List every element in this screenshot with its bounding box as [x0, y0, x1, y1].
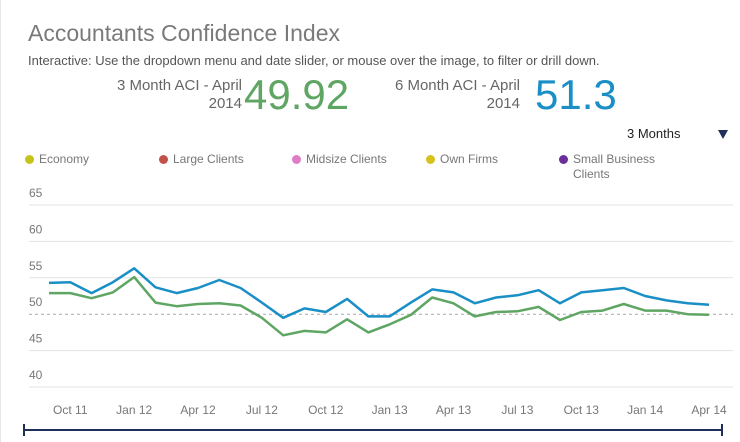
y-tick-label: 60 [29, 222, 43, 236]
dropdown-arrow[interactable] [718, 130, 728, 139]
x-tick-label: Jan 12 [116, 403, 152, 417]
legend-swatch [292, 155, 301, 164]
y-tick-label: 55 [29, 259, 43, 273]
legend-item[interactable]: Own Firms [426, 152, 550, 167]
x-tick-label: Jan 13 [372, 403, 408, 417]
legend-label: Economy [39, 152, 90, 166]
y-tick-label: 50 [29, 295, 43, 309]
period-dropdown[interactable]: 3 Months [627, 126, 681, 141]
kpi-label: 3 Month ACI - April 2014 [116, 77, 242, 112]
legend-label: Small Business Clients [573, 152, 656, 181]
x-tick-label: Apr 12 [180, 403, 216, 417]
legend-swatch [159, 155, 168, 164]
series-line [48, 267, 710, 320]
page-title: Accountants Confidence Index [28, 20, 340, 46]
x-tick-label: Oct 12 [308, 403, 344, 417]
x-tick-label: Jul 13 [501, 403, 533, 417]
legend-swatch [559, 155, 568, 164]
legend-item[interactable]: Small Business Clients [559, 152, 683, 182]
legend-swatch [426, 155, 435, 164]
kpi-value: 51.3 [535, 71, 617, 118]
y-tick-label: 65 [29, 186, 43, 200]
y-tick-label: 45 [29, 332, 43, 346]
legend-label: Large Clients [173, 152, 244, 166]
legend-swatch [25, 155, 34, 164]
x-tick-label: Jul 12 [246, 403, 278, 417]
legend-item[interactable]: Midsize Clients [292, 152, 416, 167]
series-line [49, 275, 710, 337]
legend-item[interactable]: Large Clients [159, 152, 283, 167]
x-tick-label: Oct 13 [564, 403, 600, 417]
y-tick-label: 40 [29, 368, 43, 382]
x-tick-label: Jan 14 [627, 403, 663, 417]
legend-label: Own Firms [440, 152, 498, 166]
x-tick-label: Apr 14 [691, 403, 727, 417]
kpi-label: 6 Month ACI - April 2014 [394, 77, 520, 112]
legend-item[interactable]: Economy [25, 152, 149, 167]
legend-label: Midsize Clients [306, 152, 387, 166]
kpi-value: 49.92 [244, 71, 350, 118]
x-tick-label: Oct 11 [53, 403, 88, 417]
x-tick-label: Apr 13 [436, 403, 472, 417]
page-subtitle: Interactive: Use the dropdown menu and d… [28, 53, 600, 68]
